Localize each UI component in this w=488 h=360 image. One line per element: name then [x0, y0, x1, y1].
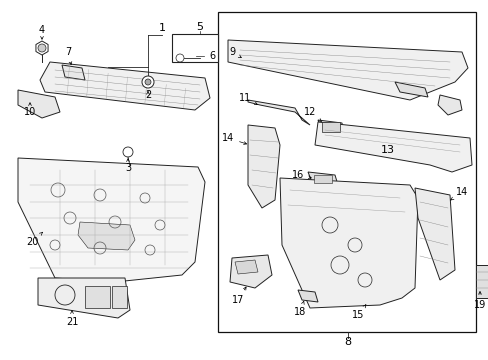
Circle shape [145, 79, 151, 85]
Polygon shape [414, 188, 454, 280]
Polygon shape [38, 278, 130, 318]
Polygon shape [227, 40, 467, 100]
Bar [313, 175, 331, 183]
Text: 17: 17 [231, 287, 245, 305]
Bar [172, 34, 218, 62]
Polygon shape [18, 90, 60, 118]
Text: 2: 2 [144, 90, 151, 100]
Polygon shape [18, 158, 204, 282]
Bar [85, 286, 110, 308]
Text: 20: 20 [26, 232, 42, 247]
Polygon shape [247, 125, 280, 208]
Text: 8: 8 [344, 337, 351, 347]
Text: 13: 13 [380, 145, 394, 155]
Text: 6: 6 [208, 51, 215, 61]
Polygon shape [247, 100, 309, 125]
Text: 15: 15 [351, 305, 365, 320]
Text: 19: 19 [473, 292, 485, 310]
Bar [321, 122, 339, 132]
Polygon shape [307, 172, 337, 185]
Text: 16: 16 [291, 170, 310, 180]
Text: 14: 14 [222, 133, 246, 144]
Polygon shape [280, 178, 417, 308]
Polygon shape [437, 95, 461, 115]
Text: 14: 14 [450, 187, 467, 200]
Text: 5: 5 [196, 22, 203, 32]
Polygon shape [314, 122, 471, 172]
Circle shape [142, 76, 154, 88]
Polygon shape [394, 82, 427, 97]
Text: 7: 7 [65, 47, 72, 64]
Polygon shape [62, 65, 85, 80]
Text: 10: 10 [24, 103, 36, 117]
Text: 4: 4 [39, 25, 45, 39]
Bar [112, 286, 127, 308]
Polygon shape [78, 222, 135, 250]
Circle shape [38, 44, 46, 52]
Text: 12: 12 [303, 107, 321, 122]
Text: 21: 21 [66, 311, 78, 327]
Polygon shape [297, 290, 317, 302]
Polygon shape [229, 255, 271, 288]
Bar [218, 12, 475, 332]
Polygon shape [317, 120, 343, 135]
Polygon shape [178, 42, 206, 52]
Polygon shape [36, 41, 48, 55]
Polygon shape [235, 260, 258, 274]
Text: 9: 9 [228, 47, 241, 58]
Polygon shape [475, 265, 487, 298]
Text: 1: 1 [158, 23, 165, 33]
Text: 11: 11 [238, 93, 257, 105]
Text: 18: 18 [293, 301, 305, 317]
Polygon shape [180, 50, 200, 58]
Polygon shape [40, 62, 209, 110]
Text: 3: 3 [124, 159, 131, 173]
